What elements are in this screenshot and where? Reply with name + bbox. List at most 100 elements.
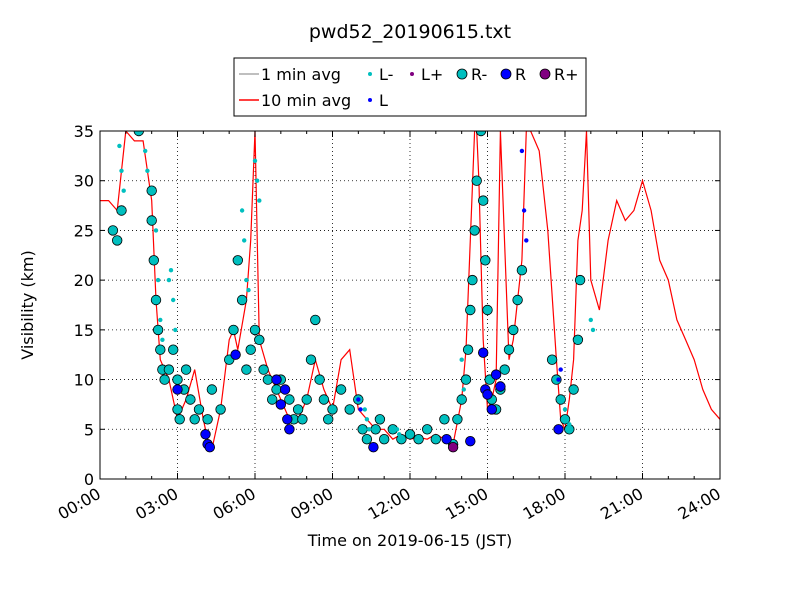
grid (100, 131, 720, 479)
r-minus-point (150, 294, 162, 306)
r-point (230, 349, 241, 360)
x-tick-label: 12:00 (365, 484, 414, 524)
r-minus-point (475, 131, 487, 137)
r-minus-point (180, 364, 192, 375)
r-minus-point (344, 404, 355, 415)
l-minus-point (252, 158, 258, 163)
r-minus-point (189, 414, 200, 425)
r-minus-point (167, 344, 179, 355)
r-minus-point (480, 255, 491, 266)
r-minus-point (361, 434, 373, 445)
r-point (204, 442, 216, 453)
l-minus-point (255, 178, 260, 183)
r-minus-point (370, 424, 381, 435)
r-minus-point (471, 175, 482, 186)
r-plus-point (447, 442, 459, 453)
r-minus-point (512, 294, 523, 306)
y-tick-label: 0 (84, 470, 94, 489)
r-minus-point (452, 414, 463, 425)
r-minus-point (396, 434, 407, 445)
legend-rminus-label: R- (471, 65, 487, 84)
r-minus-point (404, 429, 416, 440)
r-point (495, 381, 506, 392)
r-minus-point (133, 131, 144, 137)
r-minus-point (146, 215, 157, 226)
x-axis-label: Time on 2019-06-15 (JST) (307, 531, 512, 550)
r-minus-point (469, 225, 480, 236)
r-minus-point (241, 364, 252, 375)
r-point (441, 434, 452, 445)
x-tick-label: 15:00 (442, 484, 491, 524)
r-minus-point (107, 225, 119, 236)
r-minus-point (456, 394, 467, 405)
r-minus-point (284, 394, 295, 405)
l-minus-point (397, 432, 402, 437)
r-minus-point (503, 344, 515, 355)
r-minus-point (163, 364, 175, 375)
x-tick-label: 21:00 (597, 484, 646, 524)
x-tick-label: 06:00 (210, 484, 259, 524)
l-minus-point (567, 422, 572, 427)
y-tick-label: 35 (74, 122, 94, 141)
r-point (465, 436, 476, 447)
r-minus-point (245, 344, 256, 355)
r-point (490, 369, 502, 380)
l-point (519, 148, 525, 154)
r-minus-point (379, 434, 390, 445)
r-minus-point (262, 374, 274, 385)
l-point (556, 377, 561, 382)
r-point (284, 424, 295, 435)
r-minus-point (258, 364, 269, 375)
r-minus-point (159, 374, 170, 385)
legend-lminus-label: L- (379, 65, 393, 84)
r-point (486, 404, 498, 415)
r-point (553, 424, 564, 435)
l-minus-point (145, 168, 150, 173)
legend-box (233, 57, 587, 117)
r-minus-point (236, 294, 248, 306)
r-minus-point (174, 414, 185, 425)
legend: 1 min avg 10 min avg L- L L+ R- R R+ (233, 57, 587, 117)
r-minus-point (152, 324, 164, 336)
r-minus-point (422, 424, 433, 435)
l-minus-point (565, 417, 570, 422)
l-minus-point (168, 268, 174, 273)
r-minus-point (228, 324, 239, 336)
legend-rminus-marker (456, 68, 468, 80)
l-minus-point (257, 198, 262, 203)
legend-lplus-label: L+ (421, 65, 443, 84)
y-tick-label: 30 (74, 172, 94, 191)
r-minus-point (374, 414, 386, 425)
x-tick-label: 18:00 (520, 484, 569, 524)
l-minus-point (246, 287, 251, 293)
r-minus-point (292, 404, 304, 415)
y-tick-label: 25 (74, 221, 94, 240)
legend-l-marker (368, 98, 372, 102)
r-minus-point (116, 205, 127, 216)
l-minus-point (119, 168, 124, 173)
y-axis: 0 5 10 15 20 25 30 35 (74, 122, 720, 489)
y-tick-label: 15 (74, 321, 94, 340)
r-minus-point (323, 414, 334, 425)
r-minus-point (462, 344, 474, 355)
legend-lplus-marker (410, 72, 414, 76)
r-minus-point (305, 354, 317, 365)
legend-r-marker (500, 68, 512, 80)
r-minus-point (172, 374, 183, 385)
r-point (172, 384, 183, 395)
r-minus-point (574, 274, 586, 286)
r-minus-point (267, 394, 278, 405)
r-minus-point (318, 394, 330, 405)
l-minus-point (117, 143, 122, 149)
r-minus-point (314, 374, 325, 385)
l-minus-point (171, 297, 176, 303)
r-minus-point (467, 274, 478, 286)
r-minus-point (254, 334, 265, 346)
l-minus-point (362, 407, 367, 412)
y-axis-label: Visibility (km) (18, 250, 37, 359)
l-minus-point (153, 228, 159, 233)
r-point (275, 399, 287, 410)
l-minus-point (155, 277, 161, 283)
legend-rplus-marker (539, 68, 551, 80)
